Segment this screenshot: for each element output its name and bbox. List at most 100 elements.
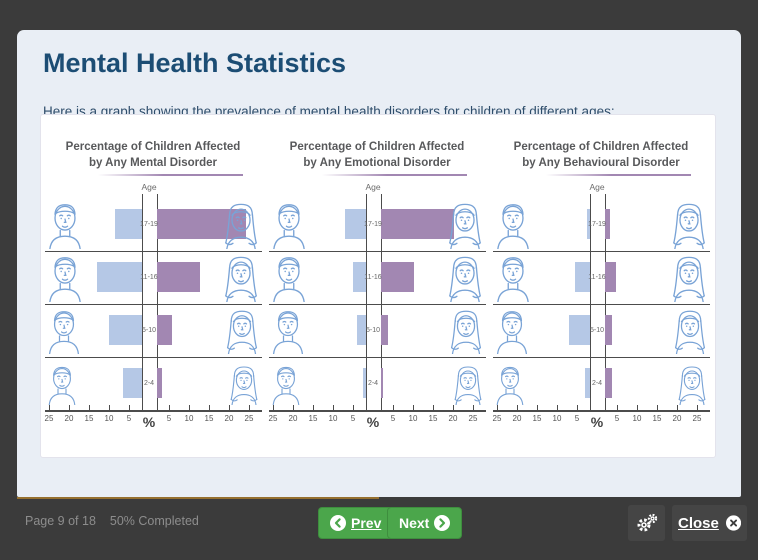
center-column-right-line xyxy=(156,194,158,411)
age-group-label: 5-10 xyxy=(589,327,604,335)
age-group-label: 11-16 xyxy=(364,274,382,282)
axis-tick-label: 10 xyxy=(328,414,338,424)
boy-icon xyxy=(496,311,528,355)
boy-icon xyxy=(497,204,529,250)
x-circle-icon xyxy=(725,515,741,531)
axis-tick xyxy=(49,405,50,411)
row-separator xyxy=(45,251,262,253)
age-group-label: 17-19 xyxy=(588,221,606,229)
axis-tick xyxy=(129,405,130,411)
settings-button[interactable] xyxy=(628,505,665,541)
row-separator xyxy=(493,357,710,359)
girl-icon xyxy=(678,366,706,405)
axis-tick xyxy=(169,405,170,411)
axis-tick xyxy=(537,405,538,411)
x-axis-line xyxy=(269,410,486,412)
row-separator xyxy=(45,304,262,306)
percent-axis-label: % xyxy=(590,414,604,431)
axis-tick xyxy=(433,405,434,411)
axis-tick-label: 5 xyxy=(166,414,172,424)
chart-title-underline xyxy=(98,174,243,177)
axis-tick-label: 25 xyxy=(468,414,478,424)
axis-tick-label: 15 xyxy=(84,414,94,424)
boy-icon xyxy=(273,257,305,303)
axis-tick xyxy=(189,405,190,411)
bar-male-17-19 xyxy=(586,209,590,240)
bar-female-11-16 xyxy=(604,262,616,293)
center-column-right-line xyxy=(380,194,382,411)
center-column-left-line xyxy=(589,194,591,411)
prev-button[interactable]: Prev xyxy=(318,507,394,539)
row-separator xyxy=(493,304,710,306)
bar-male-11-16 xyxy=(574,262,590,293)
chart-any-behavioural-disorder: Percentage of Children Affected by Any B… xyxy=(489,115,713,457)
close-button[interactable]: Close xyxy=(672,505,747,541)
bar-female-2-4 xyxy=(380,368,383,399)
axis-tick xyxy=(413,405,414,411)
axis-tick-label: 25 xyxy=(692,414,702,424)
chart-title: Percentage of Children Affected by Any E… xyxy=(289,141,465,170)
axis-tick xyxy=(517,405,518,411)
girl-icon xyxy=(449,203,481,250)
axis-tick xyxy=(677,405,678,411)
prev-button-label: Prev xyxy=(351,515,382,531)
bar-female-17-19 xyxy=(380,209,454,240)
boy-icon xyxy=(48,311,80,355)
axis-tick xyxy=(69,405,70,411)
axis-tick xyxy=(313,405,314,411)
bar-male-11-16 xyxy=(96,262,142,293)
axis-tick-label: 25 xyxy=(244,414,254,424)
x-axis-line xyxy=(493,410,710,412)
girl-icon xyxy=(226,310,258,355)
axis-tick xyxy=(249,405,250,411)
axis-tick xyxy=(89,405,90,411)
age-group-label: 2-4 xyxy=(367,380,379,388)
lesson-card: Mental Health Statistics Here is a graph… xyxy=(17,30,741,497)
axis-tick-label: 20 xyxy=(224,414,234,424)
chart-title-underline xyxy=(546,174,691,177)
boy-icon xyxy=(48,366,76,405)
axis-tick xyxy=(617,405,618,411)
age-axis-caption: Age xyxy=(589,182,605,193)
center-column-left-line xyxy=(365,194,367,411)
bar-male-5-10 xyxy=(356,315,366,346)
bar-female-5-10 xyxy=(604,315,612,346)
axis-tick-label: 10 xyxy=(552,414,562,424)
girl-icon xyxy=(454,366,482,405)
page-status: Page 9 of 18 50% Completed xyxy=(25,514,213,528)
bar-male-17-19 xyxy=(114,209,142,240)
age-group-label: 2-4 xyxy=(143,380,155,388)
girl-icon xyxy=(673,203,705,250)
axis-tick xyxy=(577,405,578,411)
center-column-left-line xyxy=(141,194,143,411)
next-button[interactable]: Next xyxy=(387,507,463,539)
age-group-label: 2-4 xyxy=(591,380,603,388)
bar-female-17-19 xyxy=(156,209,246,240)
axis-tick-label: 20 xyxy=(448,414,458,424)
axis-tick xyxy=(353,405,354,411)
row-separator xyxy=(493,251,710,253)
age-group-label: 5-10 xyxy=(141,327,156,335)
boy-icon xyxy=(49,204,81,250)
cogs-icon xyxy=(637,513,657,532)
close-button-label: Close xyxy=(678,514,719,532)
bar-male-5-10 xyxy=(568,315,590,346)
axis-tick xyxy=(229,405,230,411)
bar-female-11-16 xyxy=(380,262,414,293)
boy-icon xyxy=(273,204,305,250)
page-title: Mental Health Statistics xyxy=(43,48,347,78)
axis-tick-label: 20 xyxy=(288,414,298,424)
row-separator xyxy=(269,304,486,306)
bar-male-2-4 xyxy=(584,368,590,399)
x-axis-line xyxy=(45,410,262,412)
page-count-label: Page 9 of 18 xyxy=(25,514,96,528)
girl-icon xyxy=(450,310,482,355)
bar-female-2-4 xyxy=(604,368,612,399)
axis-tick-label: 5 xyxy=(390,414,396,424)
row-separator xyxy=(269,251,486,253)
axis-tick xyxy=(657,405,658,411)
axis-tick xyxy=(293,405,294,411)
axis-tick xyxy=(209,405,210,411)
age-group-label: 17-19 xyxy=(140,221,158,229)
